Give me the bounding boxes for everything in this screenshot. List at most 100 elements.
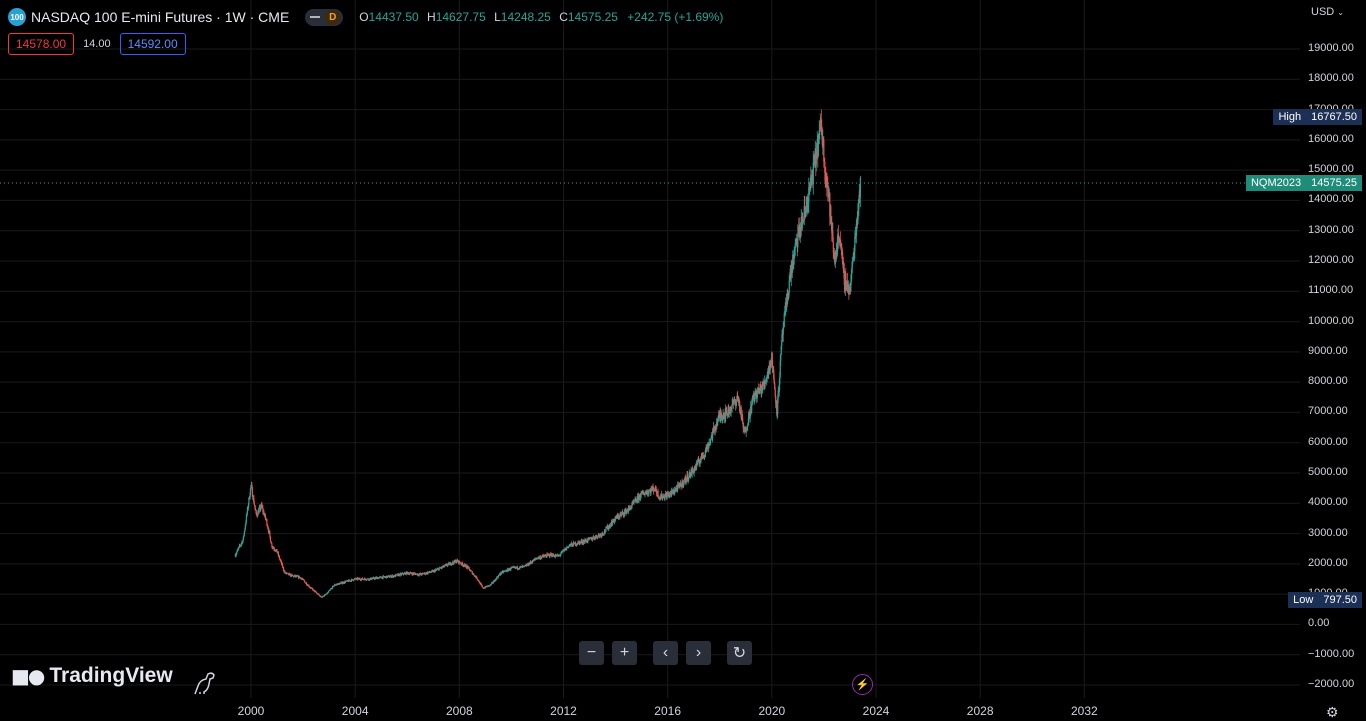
candle-body: [832, 231, 834, 243]
lightning-icon[interactable]: ⚡: [852, 674, 873, 695]
candle-body: [846, 280, 848, 291]
x-tick-label: 2024: [862, 704, 890, 718]
candle-body: [701, 452, 703, 456]
candle-body: [774, 389, 776, 397]
symbol-title[interactable]: NASDAQ 100 E-mini Futures · 1W · CME: [31, 9, 290, 25]
bid-button[interactable]: 14578.00: [8, 33, 75, 55]
candle-body: [619, 514, 621, 518]
session-badge: D: [325, 9, 341, 25]
candle-body: [839, 240, 841, 243]
candle-body: [345, 580, 348, 582]
scroll-right-button[interactable]: ›: [686, 641, 711, 665]
candle-body: [729, 409, 731, 414]
candle-body: [657, 490, 659, 497]
candle-body: [291, 575, 294, 576]
zoom-in-button[interactable]: +: [612, 641, 637, 665]
candle-body: [594, 536, 597, 539]
candle-body: [702, 455, 704, 458]
reset-chart-button[interactable]: ↻: [727, 641, 752, 665]
candle-body: [325, 594, 327, 596]
candle-body: [760, 384, 762, 389]
candle-body: [736, 400, 738, 401]
candle-body: [666, 493, 668, 499]
candle-body: [857, 212, 859, 224]
candle-body: [648, 490, 650, 494]
candle-body: [594, 538, 596, 540]
candle-body: [614, 518, 617, 521]
tradingview-logo[interactable]: ■● TradingView: [11, 664, 173, 688]
candle-body: [450, 562, 452, 565]
candle-body: [815, 151, 817, 166]
current-symbol-label: NQM2023: [1245, 175, 1307, 191]
candle-body: [383, 576, 385, 577]
candle-body: [481, 585, 483, 587]
candle-body: [344, 581, 347, 583]
candle-body: [421, 573, 423, 575]
candle-body: [329, 589, 332, 590]
candle-body: [330, 588, 332, 590]
candle-body: [697, 460, 699, 465]
candle-body: [262, 507, 264, 512]
candle-body: [766, 377, 768, 378]
candle-body: [774, 383, 776, 390]
candle-body: [592, 536, 595, 539]
candle-body: [459, 561, 461, 563]
candle-body: [678, 482, 681, 487]
candle-body: [238, 546, 240, 549]
x-tick-label: 2004: [341, 704, 369, 718]
candle-body: [533, 559, 535, 561]
candle-body: [554, 556, 556, 558]
candle-body: [466, 565, 468, 567]
candle-body: [704, 453, 706, 456]
candle-body: [360, 580, 362, 581]
settings-gear-icon[interactable]: ⚙: [1326, 704, 1339, 720]
candle-body: [363, 578, 366, 581]
minus-icon: [310, 16, 321, 18]
x-tick-label: 2016: [654, 704, 682, 718]
candle-body: [494, 579, 496, 582]
candle-body: [327, 592, 329, 594]
candle-body: [788, 292, 790, 298]
candle-body: [354, 578, 357, 580]
candle-body: [425, 573, 427, 575]
candle-body: [479, 582, 481, 585]
candle-body: [471, 570, 473, 572]
candle-body: [783, 313, 785, 327]
ask-button[interactable]: 14592.00: [119, 33, 186, 55]
candle-body: [714, 426, 716, 431]
candle-body: [246, 513, 248, 516]
candle-body: [851, 261, 853, 268]
candle-body: [269, 536, 272, 542]
candle-body: [604, 531, 607, 533]
candle-body: [723, 415, 725, 419]
candle-body: [672, 490, 675, 494]
candle-body: [442, 566, 444, 568]
currency-selector[interactable]: USD ⌄: [1311, 6, 1344, 18]
zoom-out-button[interactable]: −: [579, 641, 604, 665]
candle-body: [406, 571, 408, 575]
candle-body: [820, 120, 822, 132]
candle-body: [265, 518, 267, 520]
candle-body: [794, 243, 796, 249]
symbol-logo-icon: 100: [8, 8, 26, 26]
session-toggle[interactable]: D: [305, 8, 344, 26]
candle-body: [843, 269, 845, 286]
candle-body: [726, 410, 728, 414]
candle-body: [268, 530, 271, 533]
candle-body: [300, 577, 302, 580]
candle-body: [348, 579, 350, 581]
candle-body: [302, 579, 305, 580]
candle-body: [421, 574, 423, 576]
candle-body: [320, 595, 322, 598]
chevron-down-icon: ⌄: [1337, 8, 1344, 17]
candle-body: [742, 417, 744, 424]
candle-body: [806, 205, 808, 208]
candle-body: [274, 550, 276, 551]
candle-body: [505, 570, 507, 572]
candle-body: [762, 385, 764, 391]
dino-icon[interactable]: [192, 670, 218, 696]
y-tick-label: −1000.00: [1308, 647, 1355, 660]
candle-body: [747, 425, 749, 428]
scroll-left-button[interactable]: ‹: [653, 641, 678, 665]
